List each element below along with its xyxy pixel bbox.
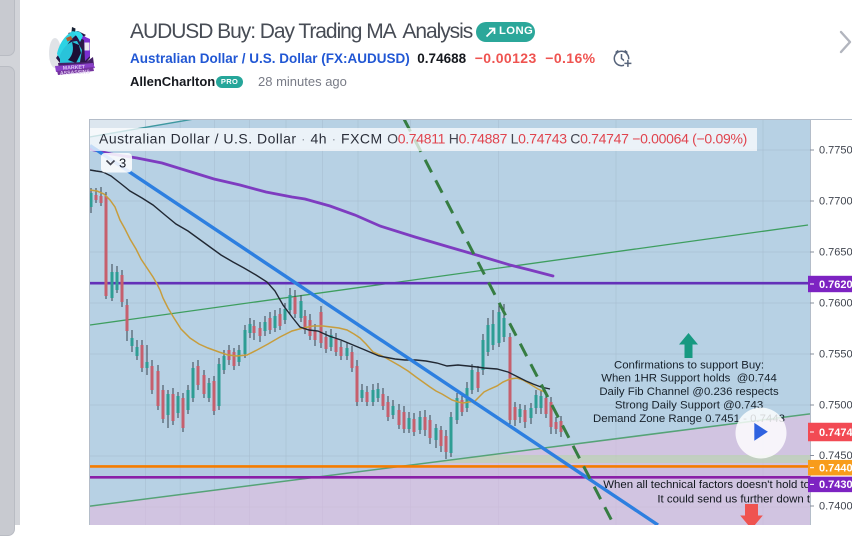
svg-text:0.7450: 0.7450: [819, 450, 852, 462]
svg-text:When 1HR Support holds @0.744: When 1HR Support holds @0.744: [601, 373, 777, 385]
svg-text:Australian Dollar / U.S. Dolla: Australian Dollar / U.S. Dollar · 4h · F…: [99, 131, 747, 147]
svg-text:0.7550: 0.7550: [819, 349, 852, 361]
svg-text:0.7474: 0.7474: [819, 427, 852, 439]
svg-text:0.7750: 0.7750: [819, 145, 852, 157]
svg-text:Confirmations to support Buy:: Confirmations to support Buy:: [614, 359, 764, 371]
svg-text:0.7620: 0.7620: [819, 279, 852, 291]
svg-text:ASSASSINS: ASSASSINS: [60, 69, 91, 77]
svg-text:3: 3: [119, 156, 126, 171]
svg-text:0.7440: 0.7440: [819, 463, 852, 475]
svg-text:Demand Zone Range 0.7451 - 0.7: Demand Zone Range 0.7451 - 0.7443: [593, 413, 785, 425]
svg-text:MARKET: MARKET: [63, 64, 86, 71]
svg-text:0.7650: 0.7650: [819, 247, 852, 259]
svg-text:Strong Daily Support @0.743: Strong Daily Support @0.743: [615, 400, 763, 412]
svg-text:Daily Fib Channel @0.236 respe: Daily Fib Channel @0.236 respects: [599, 386, 779, 398]
svg-text:0.7700: 0.7700: [819, 196, 852, 208]
svg-text:It could send us further down: It could send us further down t: [657, 493, 810, 505]
svg-text:0.7430: 0.7430: [819, 479, 852, 491]
svg-text:When all technical factors doe: When all technical factors doesn't hold …: [603, 479, 810, 491]
svg-text:0.7600: 0.7600: [819, 298, 852, 310]
svg-text:0.7400: 0.7400: [819, 501, 852, 513]
svg-text:0.7500: 0.7500: [819, 400, 852, 412]
